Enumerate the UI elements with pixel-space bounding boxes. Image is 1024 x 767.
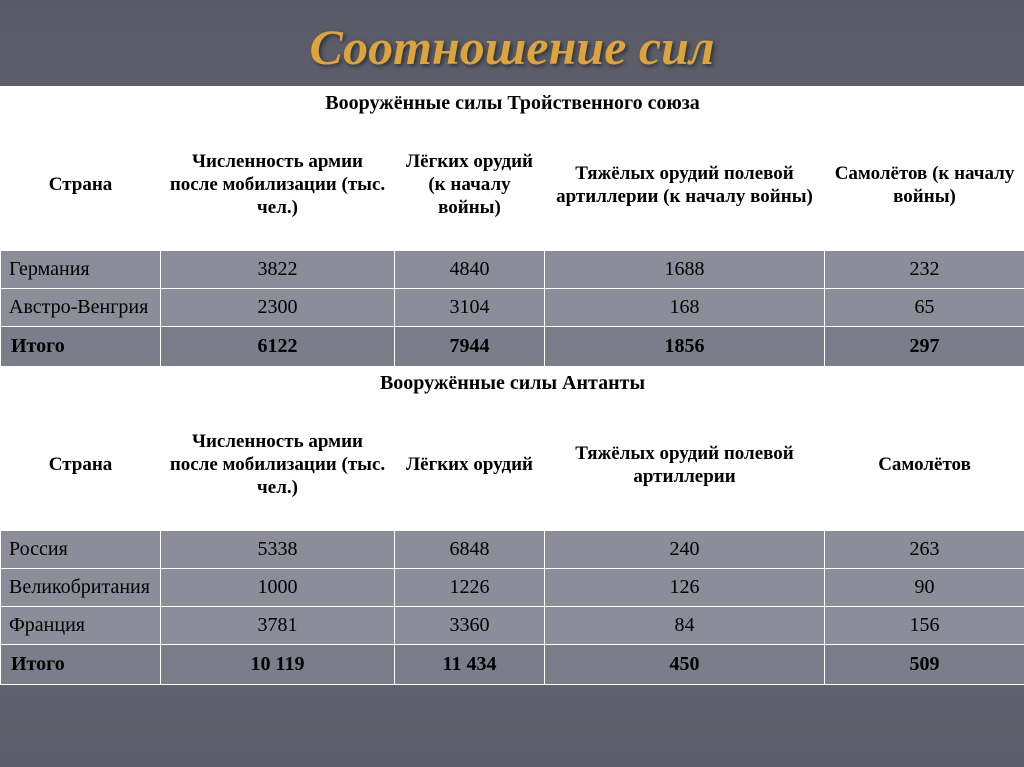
cell-planes: 90 — [825, 569, 1024, 607]
cell-light: 4840 — [395, 251, 545, 289]
total-planes: 509 — [825, 645, 1024, 685]
cell-country: Великобритания — [1, 569, 161, 607]
cell-country: Франция — [1, 607, 161, 645]
cell-light: 3360 — [395, 607, 545, 645]
total-label: Итого — [1, 645, 161, 685]
table2-header: Страна Численность армии после мобилизац… — [1, 401, 1024, 531]
col-heavy: Тяжёлых орудий полевой артиллерии (к нач… — [545, 121, 825, 251]
table1-total: Итого 6122 7944 1856 297 — [1, 327, 1024, 367]
table-row: Франция 3781 3360 84 156 — [1, 607, 1024, 645]
table-row: Россия 5338 6848 240 263 — [1, 531, 1024, 569]
total-army: 6122 — [161, 327, 395, 367]
cell-heavy: 168 — [545, 289, 825, 327]
cell-army: 2300 — [161, 289, 395, 327]
col-planes: Самолётов — [825, 401, 1024, 531]
col-country: Страна — [1, 401, 161, 531]
total-label: Итого — [1, 327, 161, 367]
cell-country: Австро-Венгрия — [1, 289, 161, 327]
table-row: Австро-Венгрия 2300 3104 168 65 — [1, 289, 1024, 327]
col-planes: Самолётов (к началу войны) — [825, 121, 1024, 251]
total-light: 7944 — [395, 327, 545, 367]
cell-planes: 263 — [825, 531, 1024, 569]
total-heavy: 1856 — [545, 327, 825, 367]
total-army: 10 119 — [161, 645, 395, 685]
total-light: 11 434 — [395, 645, 545, 685]
cell-planes: 65 — [825, 289, 1024, 327]
cell-light: 1226 — [395, 569, 545, 607]
table-row: Германия 3822 4840 1688 232 — [1, 251, 1024, 289]
table-row: Великобритания 1000 1226 126 90 — [1, 569, 1024, 607]
col-army: Численность армии после мобилизации (тыс… — [161, 121, 395, 251]
table1-header: Страна Численность армии после мобилизац… — [1, 121, 1024, 251]
forces-table: Вооружённые силы Тройственного союза Стр… — [0, 86, 1024, 685]
total-planes: 297 — [825, 327, 1024, 367]
cell-army: 3781 — [161, 607, 395, 645]
table2-total: Итого 10 119 11 434 450 509 — [1, 645, 1024, 685]
col-heavy: Тяжёлых орудий полевой артиллерии — [545, 401, 825, 531]
cell-army: 1000 — [161, 569, 395, 607]
cell-light: 3104 — [395, 289, 545, 327]
cell-heavy: 1688 — [545, 251, 825, 289]
cell-heavy: 126 — [545, 569, 825, 607]
cell-army: 5338 — [161, 531, 395, 569]
triple-alliance-title: Вооружённые силы Тройственного союза — [1, 87, 1024, 121]
col-light: Лёгких орудий — [395, 401, 545, 531]
entente-title: Вооружённые силы Антанты — [1, 367, 1024, 401]
total-heavy: 450 — [545, 645, 825, 685]
cell-planes: 156 — [825, 607, 1024, 645]
cell-country: Россия — [1, 531, 161, 569]
page-title: Соотношение сил — [0, 0, 1024, 86]
col-country: Страна — [1, 121, 161, 251]
cell-planes: 232 — [825, 251, 1024, 289]
cell-heavy: 84 — [545, 607, 825, 645]
cell-light: 6848 — [395, 531, 545, 569]
col-light: Лёгких орудий (к началу войны) — [395, 121, 545, 251]
cell-country: Германия — [1, 251, 161, 289]
cell-army: 3822 — [161, 251, 395, 289]
cell-heavy: 240 — [545, 531, 825, 569]
col-army: Численность армии после мобилизации (тыс… — [161, 401, 395, 531]
